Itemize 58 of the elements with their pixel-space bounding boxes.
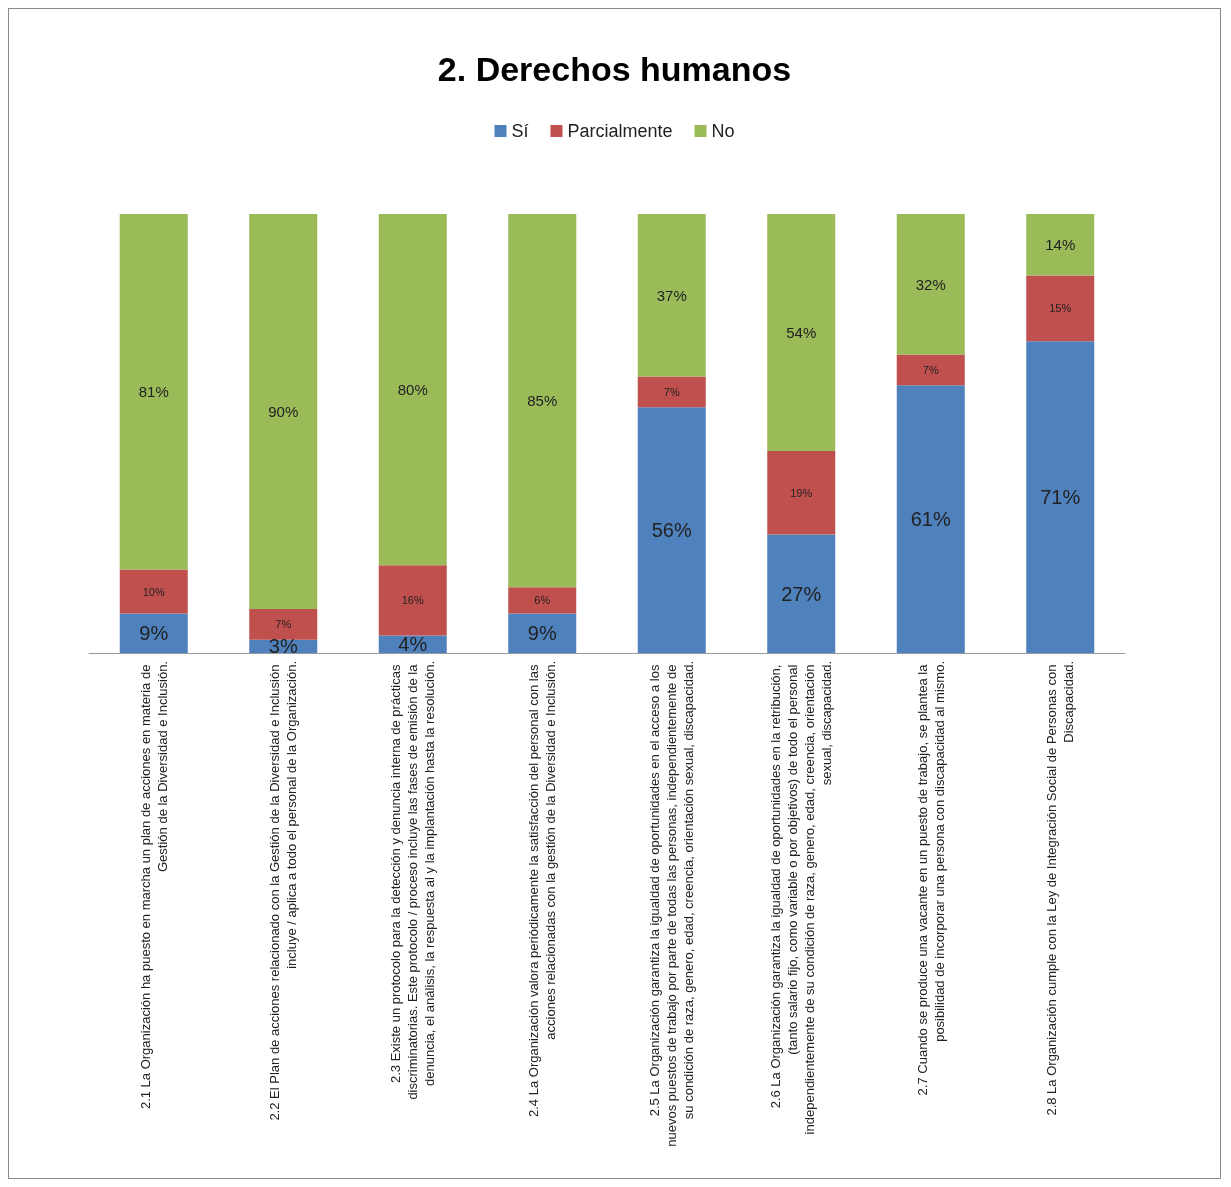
bar: [119, 613, 188, 653]
data-label: 14%: [1045, 236, 1076, 254]
data-label: 90%: [268, 403, 299, 421]
bar: [378, 214, 447, 566]
x-tick-label: 2.3 Existe un protocolo para la detección y denuncia interna de prácticas discriminatorias. Este protocolo / proceso incluye las fases de emisión de la denuncia, el análisis, la respuesta al y la implantación hasta la resolución.: [388, 661, 438, 1100]
bar: [637, 376, 706, 408]
legend-label: Parcialmente: [567, 121, 673, 141]
bar: [1026, 275, 1095, 342]
data-label: 19%: [790, 486, 813, 499]
bar: [249, 609, 318, 640]
x-tick-label: 2.2 El Plan de acciones relacionado con la Gestión de la Diversidad e Inclusión incluye / aplica a todo el personal de la Organización.: [267, 661, 300, 1121]
bar: [767, 451, 836, 535]
bar: [508, 613, 577, 653]
x-tick-label: 2.1 La Organización ha puesto en marcha un plan de acciones en materia de Gestión de la Diversidad e Inclusión.: [137, 661, 170, 1110]
x-tick-label: 2.7 Cuando se produce una vacante en un puesto de trabajo, se plantea la posibilidad de incorporar una persona con discapacidad al mismo.: [914, 661, 947, 1096]
data-label: 4%: [398, 633, 428, 656]
data-label: 10%: [142, 585, 165, 598]
data-label: 71%: [1040, 486, 1081, 509]
data-label: 37%: [656, 286, 687, 304]
data-label: 27%: [781, 582, 822, 605]
data-label: 56%: [651, 519, 692, 542]
data-label: 7%: [275, 618, 292, 631]
bar: [378, 565, 447, 636]
bar: [767, 534, 836, 653]
data-label: 16%: [401, 594, 424, 607]
data-label: 7%: [663, 385, 680, 398]
bar: [508, 587, 577, 614]
data-label: 9%: [527, 622, 557, 645]
bar: [767, 214, 836, 452]
bar: [249, 214, 318, 610]
x-tick-label: 2.8 La Organización cumple con la Ley de Integración Social de Personas con Discapacidad.: [1044, 661, 1077, 1116]
bar: [896, 354, 965, 386]
data-label: 7%: [922, 363, 939, 376]
data-label: 15%: [1049, 302, 1072, 315]
bar: [637, 214, 706, 377]
x-tick-label: 2.5 La Organización garantiza la igualdad de oportunidades en el acceso a los nuevos puestos de trabajo por parte de todas las personas, independientemente de su condición de raza, genero, edad, creencia, orientación sexual, discapacidad.: [647, 661, 697, 1147]
bar: [1026, 214, 1095, 276]
data-label: 61%: [910, 508, 951, 531]
bar: [896, 385, 965, 653]
data-label: 6%: [534, 594, 551, 607]
chart-title: 2. Derechos humanos: [437, 50, 792, 88]
bar: [637, 407, 706, 653]
bar: [1026, 341, 1095, 653]
bar: [119, 569, 188, 614]
data-label: 9%: [139, 622, 169, 645]
data-label: 54%: [786, 324, 817, 342]
data-label: 85%: [527, 392, 558, 410]
legend-label: No: [711, 121, 735, 141]
bar: [119, 214, 188, 570]
data-label: 81%: [138, 383, 169, 401]
legend-label: Sí: [511, 121, 529, 141]
bar: [896, 214, 965, 355]
x-tick-label: 2.4 La Organización valora periódicamente la satisfacción del personal con las acciones relacionadas con la gestión de la Diversidad e Inclusión.: [526, 661, 559, 1117]
data-label: 3%: [268, 635, 298, 658]
data-label: 32%: [915, 275, 946, 293]
data-label: 80%: [397, 381, 428, 399]
bar: [508, 214, 577, 588]
x-tick-label: 2.6 La Organización garantiza la igualdad de oportunidades en la retribución, (tanto salario fijo, como variable o por objetivos) de todo el personal independientemente de su condición de raza, genero, edad, creencia, orientación sexual, discapacidad.: [768, 661, 835, 1135]
